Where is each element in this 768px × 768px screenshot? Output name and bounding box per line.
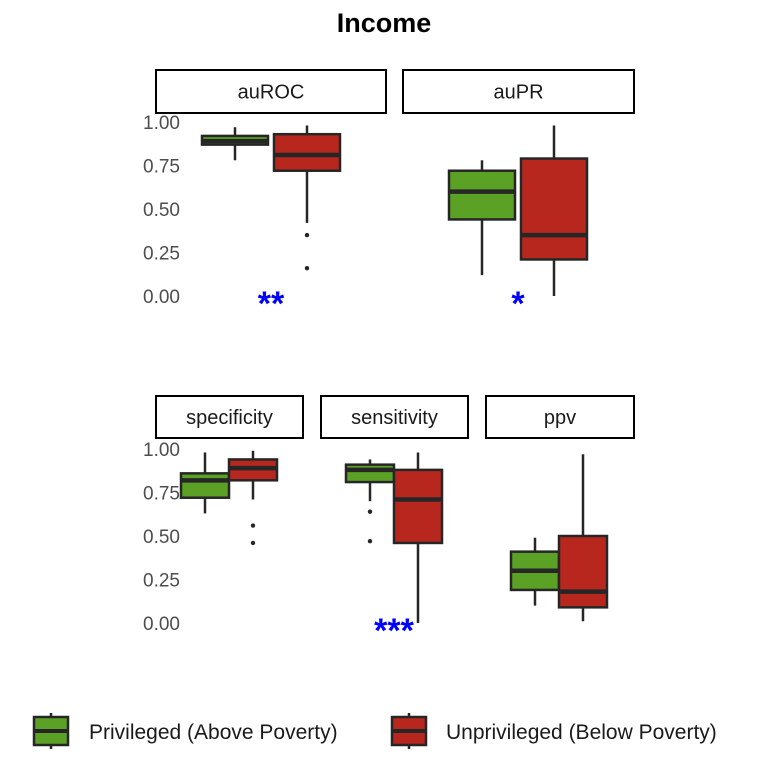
facet-strip: [155, 69, 387, 114]
y-tick-label: 0.25: [143, 571, 180, 592]
box-Privileged (Above Poverty): [447, 160, 517, 276]
box-body: [557, 534, 609, 609]
facet-strip-label: ppv: [544, 407, 576, 429]
facet-panel-auROC: auROC **: [155, 69, 387, 323]
significance-marker: **: [258, 285, 285, 323]
facet-strip-label: auPR: [493, 82, 543, 104]
legend-item-privileged: Privileged (Above Poverty): [32, 713, 338, 749]
outlier-point: [304, 265, 310, 271]
box-Privileged (Above Poverty): [509, 537, 561, 606]
facet-panel-sensitivity: sensitivity ***: [320, 395, 469, 650]
outlier-point: [250, 523, 256, 528]
chart-title: Income: [337, 8, 432, 38]
outlier-point: [250, 540, 256, 546]
outlier-point: [367, 539, 373, 544]
box-body: [392, 468, 444, 545]
facet-panel-ppv: ppv: [485, 395, 635, 622]
significance-marker: ***: [374, 612, 414, 650]
box-body: [344, 463, 396, 484]
facet-strip: [402, 69, 635, 114]
outlier-point: [367, 509, 373, 514]
y-tick-label: 0.25: [143, 244, 180, 265]
box-body: [179, 472, 231, 499]
box-Unprivileged (Below Poverty): [392, 452, 444, 623]
legend-label: Privileged (Above Poverty): [89, 721, 338, 744]
legend-item-unprivileged: Unprivileged (Below Poverty): [390, 713, 717, 749]
facet-panels: 0.00 0.25 0.50 0.75 1.00 0.00 0.25 0.50 0.75 1.00…: [143, 69, 635, 650]
legend-label: Unprivileged (Below Poverty): [446, 721, 717, 744]
box-Unprivileged (Below Poverty): [272, 125, 342, 271]
y-tick-label: 0.50: [143, 200, 180, 221]
y-tick-label: 1.00: [143, 113, 180, 134]
box-Unprivileged (Below Poverty): [557, 454, 609, 622]
facet-strip: [320, 395, 469, 439]
significance-marker: *: [511, 285, 525, 323]
facet-strip-label: specificity: [186, 407, 273, 429]
facet-strip-label: sensitivity: [351, 407, 438, 429]
box-body: [519, 157, 589, 261]
box-Unprivileged (Below Poverty): [519, 125, 589, 296]
box-Privileged (Above Poverty): [200, 127, 270, 161]
outlier-point: [304, 232, 310, 238]
box-Privileged (Above Poverty): [179, 452, 231, 514]
box-body: [272, 132, 342, 172]
facet-strip: [485, 395, 635, 439]
legend: Privileged (Above Poverty) Unprivileged (…: [32, 713, 717, 749]
box-Privileged (Above Poverty): [344, 459, 396, 544]
y-tick-label: 0.75: [143, 484, 180, 505]
y-tick-label: 0.00: [143, 287, 180, 308]
y-tick-label: 0.00: [143, 614, 180, 635]
y-tick-label: 0.50: [143, 527, 180, 548]
facet-strip-label: auROC: [238, 82, 305, 104]
facet-panel-specificity: specificity: [155, 395, 304, 546]
box-Unprivileged (Below Poverty): [227, 450, 279, 546]
facet-strip: [155, 395, 304, 439]
facet-panel-auPR: auPR *: [402, 69, 635, 323]
y-tick-label: 0.75: [143, 157, 180, 178]
y-tick-label: 1.00: [143, 440, 180, 461]
box-body: [447, 169, 517, 221]
